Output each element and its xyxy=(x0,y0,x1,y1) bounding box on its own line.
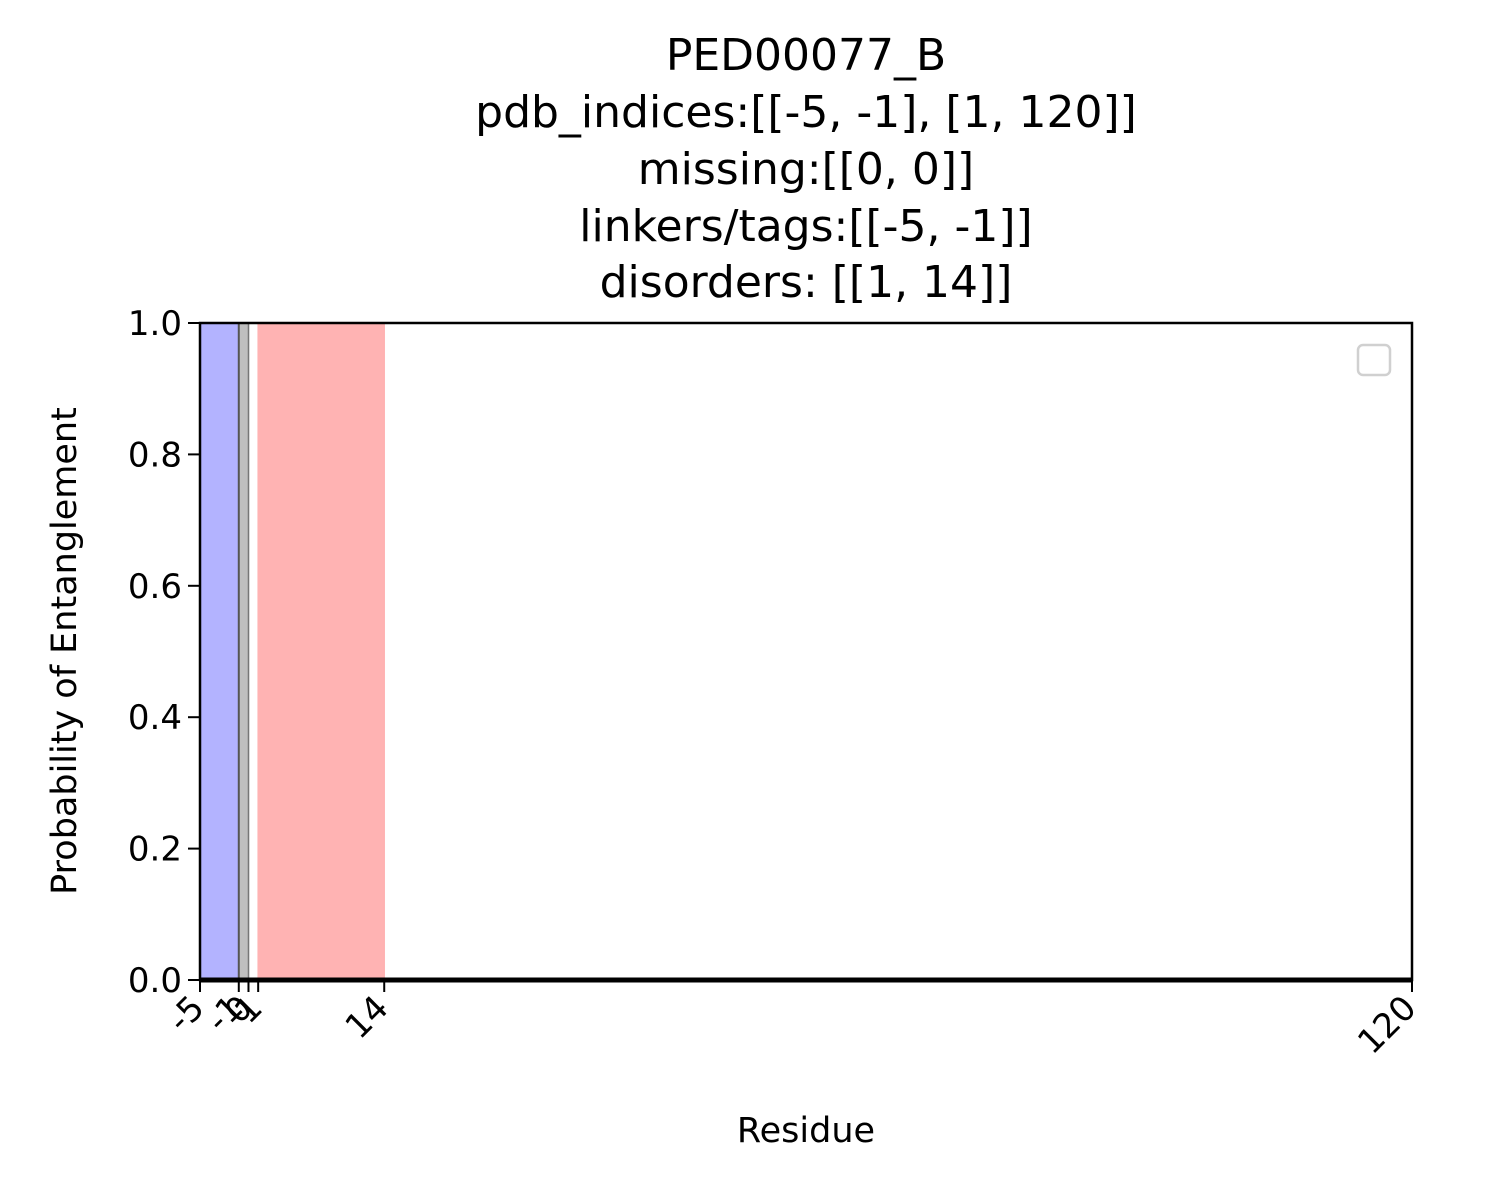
x-axis-ticks: -5-101 14 120 xyxy=(160,980,1424,1062)
y-axis-ticks: 0.0 0.2 0.4 0.6 0.8 1.0 xyxy=(128,304,200,1001)
x-tick-label: 120 xyxy=(1350,988,1424,1062)
title-line: pdb_indices:[[-5, -1], [1, 120]] xyxy=(475,87,1137,138)
x-axis-label: Residue xyxy=(737,1111,875,1151)
title-line: missing:[[0, 0]] xyxy=(638,144,974,195)
y-tick-label: 0.2 xyxy=(128,830,182,870)
region-linkers-tags xyxy=(199,322,240,981)
legend-box xyxy=(1356,343,1392,377)
y-tick-label: 0.6 xyxy=(128,567,182,607)
title-line: disorders: [[1, 14]] xyxy=(600,257,1013,308)
title-line: linkers/tags:[[-5, -1]] xyxy=(579,201,1032,252)
title-line: PED00077_B xyxy=(666,30,946,81)
plot-frame xyxy=(198,321,1414,982)
legend xyxy=(1356,343,1392,377)
region-disorders xyxy=(257,322,385,981)
y-tick-label: 0.8 xyxy=(128,435,182,475)
y-tick-label: 0.0 xyxy=(128,961,182,1001)
y-axis-label: Probability of Entanglement xyxy=(45,407,85,895)
chart-title: PED00077_B pdb_indices:[[-5, -1], [1, 120… xyxy=(475,30,1137,308)
y-tick-label: 1.0 xyxy=(128,304,182,344)
shaded-regions xyxy=(199,322,385,981)
y-tick-label: 0.4 xyxy=(128,698,182,738)
x-tick-label: 14 xyxy=(338,988,397,1047)
region-missing xyxy=(238,322,250,981)
